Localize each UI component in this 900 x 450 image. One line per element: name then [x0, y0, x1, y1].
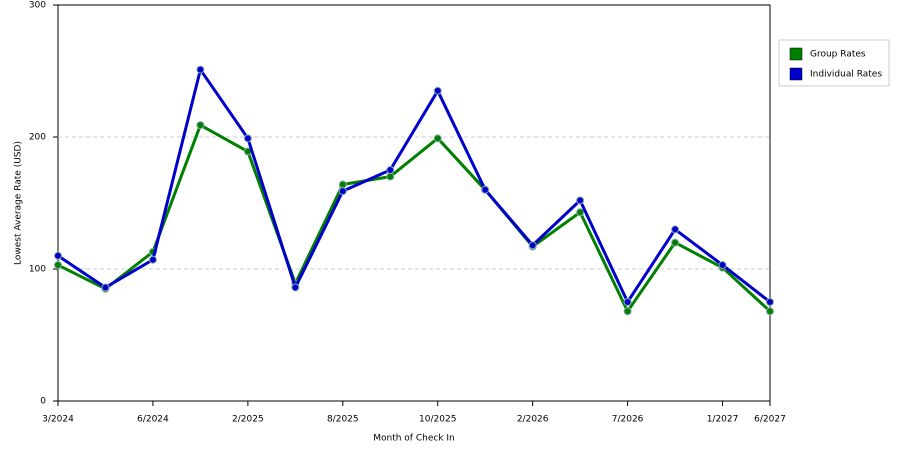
x-tick-label: 6/2024	[137, 415, 169, 425]
point	[243, 134, 252, 143]
x-tick-label: 2/2025	[232, 415, 264, 425]
point	[718, 261, 727, 270]
x-tick-label: 10/2025	[419, 415, 456, 425]
point	[528, 241, 537, 250]
x-tick-label: 3/2024	[42, 415, 74, 425]
legend-swatch	[789, 47, 803, 61]
x-tick-label: 6/2027	[754, 415, 786, 425]
point	[766, 307, 774, 316]
point	[196, 65, 205, 74]
x-tick-label: 7/2026	[612, 415, 644, 425]
y-tick-label: 100	[29, 265, 46, 275]
point	[291, 283, 300, 292]
x-tick-label: 1/2027	[707, 415, 739, 425]
point	[623, 307, 632, 316]
point	[386, 166, 395, 174]
plot-area	[57, 4, 771, 402]
point	[671, 238, 680, 247]
point	[481, 185, 490, 194]
point	[433, 86, 442, 95]
legend-swatch	[789, 67, 803, 81]
point	[54, 261, 62, 270]
point	[576, 196, 585, 205]
point	[101, 283, 110, 292]
series-line	[57, 68, 771, 304]
x-tick-label: 8/2025	[327, 415, 359, 425]
point	[671, 225, 680, 234]
point	[196, 121, 205, 130]
y-tick-label: 0	[40, 397, 46, 407]
point	[54, 251, 62, 260]
x-tick-label: 2/2026	[517, 415, 549, 425]
legend-label: Individual Rates	[810, 70, 882, 80]
point	[576, 208, 585, 217]
y-axis-label: Lowest Average Rate (USD)	[14, 141, 24, 265]
y-tick-label: 300	[29, 1, 46, 11]
point	[148, 255, 157, 264]
series-line	[57, 123, 772, 313]
x-axis-label: Month of Check In	[373, 434, 455, 444]
legend-label: Group Rates	[810, 50, 866, 60]
point	[433, 134, 442, 143]
point	[766, 298, 774, 306]
point	[623, 298, 632, 306]
point	[338, 187, 347, 196]
y-tick-label: 200	[29, 133, 46, 143]
point	[338, 180, 347, 189]
point	[386, 172, 395, 181]
